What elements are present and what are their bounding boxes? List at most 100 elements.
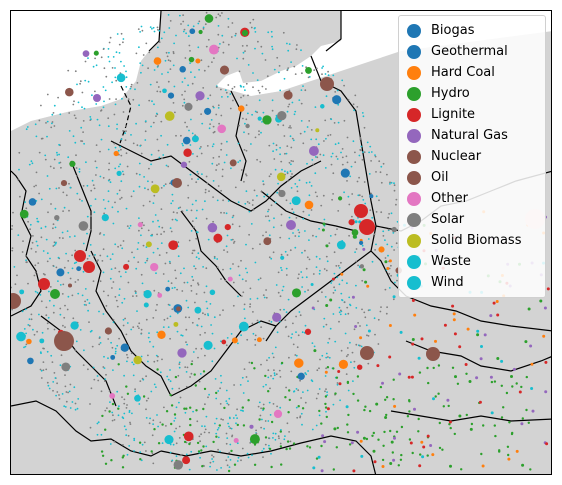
plant-dot: [262, 403, 265, 406]
plant-dot: [45, 238, 48, 241]
plant-dot: [271, 48, 274, 51]
plant-dot: [363, 181, 366, 183]
plant-dot: [388, 267, 391, 270]
plant-dot: [28, 163, 31, 166]
plant-dot: [315, 424, 318, 427]
plant-dot: [118, 337, 120, 340]
plant-dot: [11, 308, 13, 311]
plant-dot: [230, 36, 233, 38]
plant-dot: [112, 318, 115, 321]
plant-dot: [346, 180, 348, 182]
plant-dot: [92, 184, 95, 187]
plant-dot: [158, 156, 161, 159]
plant-dot: [212, 125, 215, 128]
plant-dot: [53, 167, 55, 170]
plant-dot: [134, 388, 136, 391]
plant-dot: [52, 112, 55, 114]
plant-dot: [122, 318, 125, 321]
plant-dot: [188, 316, 191, 319]
plant-dot: [195, 237, 198, 240]
plant-dot: [11, 225, 14, 227]
plant-dot: [515, 382, 518, 385]
plant-dot: [181, 290, 184, 292]
plant-dot: [169, 68, 172, 70]
plant-dot: [274, 168, 277, 171]
plant-dot: [11, 286, 12, 289]
plant-dot: [131, 361, 134, 364]
plant-dot: [515, 449, 519, 453]
plant-dot: [270, 257, 273, 260]
plant-dot: [48, 299, 51, 302]
plant-dot: [109, 401, 111, 403]
plant-dot: [120, 275, 122, 278]
plant-dot: [312, 273, 315, 275]
plant-dot: [529, 344, 533, 348]
plant-dot: [116, 128, 118, 130]
plant-dot: [39, 294, 42, 296]
plant-dot: [237, 201, 240, 204]
plant-marker: [61, 362, 71, 372]
plant-dot: [290, 127, 292, 129]
plant-dot: [46, 93, 49, 96]
plant-dot: [241, 409, 244, 412]
plant-dot: [125, 207, 128, 210]
plant-dot: [253, 27, 256, 30]
plant-dot: [96, 422, 99, 425]
plant-dot: [189, 423, 192, 427]
plant-dot: [56, 151, 58, 154]
plant-dot: [489, 375, 493, 379]
plant-dot: [292, 442, 296, 445]
plant-dot: [105, 305, 108, 307]
plant-dot: [152, 423, 155, 425]
plant-dot: [208, 190, 210, 193]
plant-dot: [325, 269, 328, 272]
plant-dot: [61, 231, 64, 234]
plant-dot: [270, 452, 272, 455]
plant-dot: [330, 155, 333, 158]
plant-dot: [188, 44, 191, 47]
plant-dot: [184, 121, 187, 124]
plant-dot: [91, 179, 94, 182]
plant-dot: [362, 436, 366, 440]
plant-dot: [408, 410, 411, 413]
plant-dot: [310, 283, 314, 286]
plant-marker-large: [286, 220, 296, 230]
plant-dot: [157, 425, 160, 428]
plant-dot: [292, 160, 294, 163]
plant-dot: [241, 406, 244, 409]
plant-dot: [113, 419, 116, 421]
plant-dot: [123, 65, 125, 67]
plant-dot: [241, 278, 244, 281]
plant-dot: [388, 272, 391, 275]
plant-dot: [510, 375, 513, 378]
plant-dot: [276, 56, 279, 59]
plant-dot: [521, 463, 525, 467]
plant-dot: [320, 422, 323, 425]
plant-dot: [393, 404, 397, 408]
plant-marker: [150, 184, 160, 194]
plant-dot: [199, 373, 202, 375]
plant-dot: [286, 254, 289, 256]
plant-dot: [100, 138, 103, 141]
plant-dot: [59, 364, 62, 367]
plant-dot: [227, 43, 230, 46]
plant-dot: [111, 206, 114, 209]
plant-dot: [122, 444, 124, 446]
plant-dot: [36, 291, 39, 294]
plant-dot: [140, 227, 143, 230]
plant-dot: [120, 148, 122, 151]
plant-dot: [417, 417, 420, 421]
plant-dot: [167, 378, 170, 381]
plant-dot: [179, 206, 182, 209]
plant-dot: [146, 257, 149, 260]
plant-dot: [212, 456, 215, 458]
plant-dot: [288, 103, 291, 106]
plant-dot: [524, 340, 528, 344]
plant-dot: [108, 410, 111, 413]
plant-dot: [300, 49, 302, 52]
plant-dot: [336, 228, 338, 231]
plant-dot: [232, 417, 235, 419]
plant-dot: [152, 251, 155, 254]
plant-dot: [273, 68, 276, 71]
plant-dot: [237, 161, 240, 164]
